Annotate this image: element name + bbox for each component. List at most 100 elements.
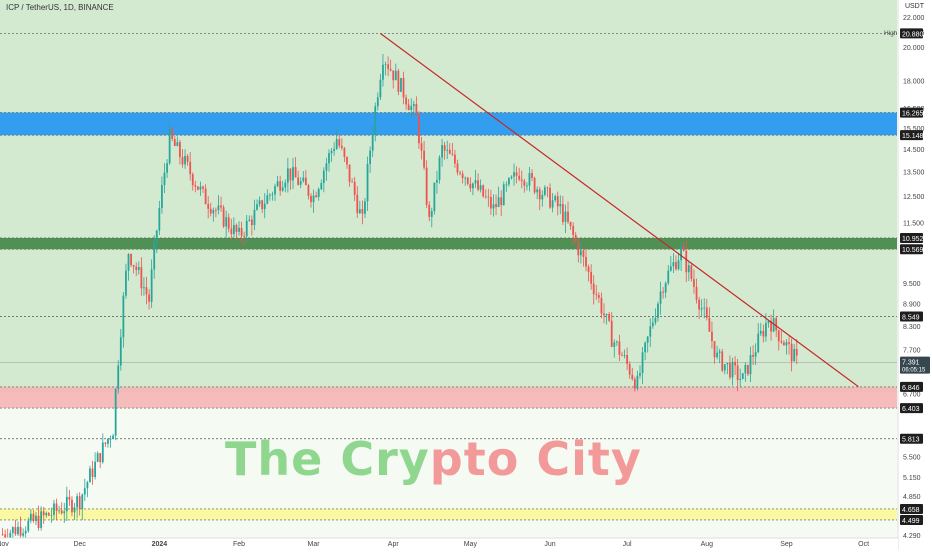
candle-body	[207, 204, 210, 209]
price-axis-bg	[898, 0, 932, 550]
candle	[315, 191, 318, 198]
candle-body	[528, 173, 531, 186]
candle-body	[793, 348, 796, 362]
candle-body	[605, 313, 608, 316]
candle-body	[420, 143, 423, 151]
candle	[292, 157, 294, 189]
candle	[58, 505, 61, 514]
candle	[17, 521, 19, 537]
candle	[654, 308, 657, 326]
candle	[163, 163, 166, 194]
candle-body	[531, 173, 533, 178]
candle	[587, 264, 590, 282]
candle	[723, 364, 726, 375]
candle	[294, 157, 297, 178]
candle-body	[680, 246, 683, 261]
y-tick-label: 13.500	[903, 170, 925, 177]
candle-body	[795, 348, 798, 356]
price-tag-label: 4.658	[902, 507, 920, 514]
candle-body	[94, 461, 96, 477]
candle	[770, 314, 772, 341]
candle-body	[747, 364, 749, 375]
candle-body	[340, 145, 343, 149]
x-tick-label: Feb	[233, 541, 245, 548]
candle	[644, 341, 647, 361]
candle-body	[268, 194, 271, 196]
price-tag: 6.403	[900, 403, 923, 414]
candle	[53, 499, 55, 520]
candle	[35, 511, 37, 525]
candle	[371, 125, 374, 158]
candle-body	[783, 342, 785, 346]
candle-body	[179, 142, 181, 158]
x-tick-label: Nov	[0, 541, 9, 548]
candle	[659, 281, 662, 315]
candle-body	[40, 511, 43, 528]
candle-body	[772, 318, 775, 332]
candle-body	[651, 322, 654, 327]
candle	[297, 170, 300, 186]
x-tick-label: Apr	[388, 541, 400, 548]
candle	[549, 183, 551, 209]
candle-body	[346, 156, 348, 165]
candle-body	[217, 205, 220, 211]
candle	[744, 362, 747, 382]
candle	[397, 68, 400, 96]
candle	[685, 240, 688, 283]
candle	[83, 478, 86, 502]
candle	[729, 355, 731, 380]
candle	[515, 166, 518, 184]
candle-body	[716, 352, 718, 358]
candle	[500, 190, 503, 217]
candle-body	[757, 333, 760, 353]
y-tick-label: 4.850	[903, 494, 921, 501]
candle-body	[466, 177, 469, 184]
candle-body	[448, 149, 451, 154]
candle	[695, 278, 698, 304]
candle	[60, 502, 63, 515]
candle-body	[644, 342, 647, 353]
candle	[477, 173, 479, 192]
candle-body	[410, 106, 413, 111]
candle	[27, 517, 30, 533]
candle-body	[353, 181, 356, 195]
candle	[135, 262, 138, 276]
price-tag-label: 4.499	[902, 518, 920, 525]
candle	[726, 362, 729, 375]
candle	[289, 168, 292, 190]
candle	[582, 248, 585, 267]
candle-body	[225, 217, 228, 227]
bg-upper	[0, 0, 897, 392]
candle	[772, 309, 775, 333]
candle-body	[261, 200, 264, 210]
candle	[374, 102, 377, 142]
candle-body	[459, 172, 461, 174]
candle	[518, 167, 521, 182]
candle	[322, 167, 325, 193]
candle-body	[245, 220, 248, 237]
candle-body	[628, 363, 631, 375]
candle	[274, 183, 276, 201]
x-tick-label: May	[464, 541, 478, 548]
candle-body	[137, 267, 140, 270]
candle	[387, 56, 390, 77]
candle-body	[132, 265, 135, 267]
x-tick-label: Sep	[780, 541, 793, 548]
y-tick-label: 9.500	[903, 281, 921, 288]
candle	[551, 193, 554, 213]
candle	[284, 179, 287, 193]
candle-body	[705, 307, 708, 318]
candle	[641, 346, 644, 385]
candle	[443, 141, 446, 160]
candle-body	[304, 177, 307, 186]
candle-body	[621, 354, 623, 356]
candle-body	[194, 185, 197, 187]
candle-body	[358, 209, 361, 214]
candle	[145, 276, 148, 305]
candle-body	[328, 153, 330, 164]
y-tick-label: 15.500	[903, 126, 925, 133]
candle	[482, 184, 485, 198]
candle-body	[703, 307, 706, 309]
candle-body	[382, 64, 384, 80]
